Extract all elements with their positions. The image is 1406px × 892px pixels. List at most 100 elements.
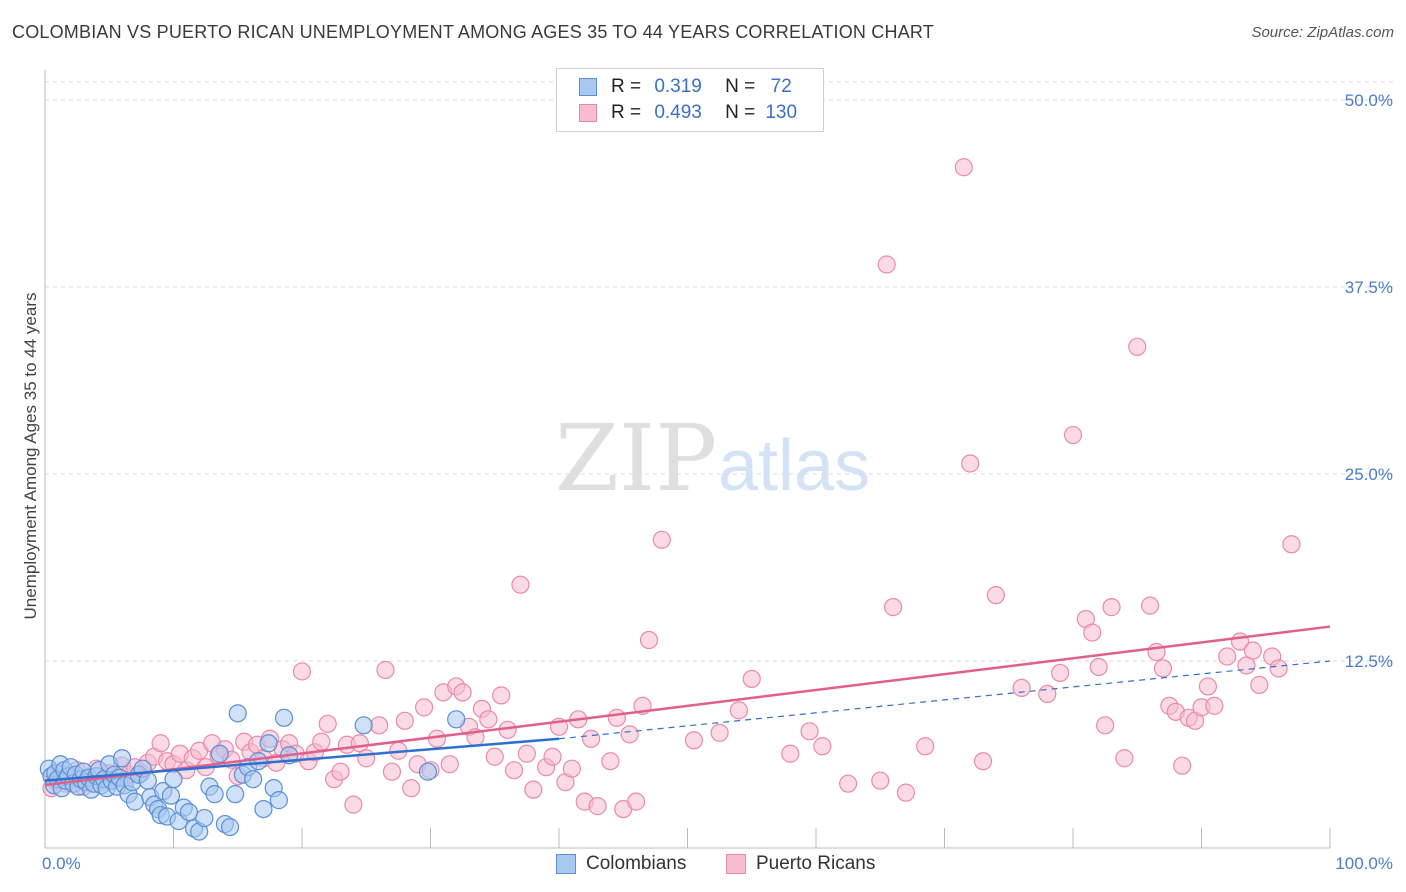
bottom-legend-colombians[interactable]: Colombians [556, 852, 686, 876]
puerto-ricans-point [292, 662, 312, 681]
bottom-legend-label: Puerto Ricans [756, 853, 876, 874]
puerto-ricans-point [781, 744, 800, 763]
puerto-ricans-point [601, 752, 620, 771]
legend-n-value: 130 [765, 102, 798, 123]
legend-r-label: R = [611, 76, 642, 97]
colombians-point [112, 749, 132, 768]
gridlines [45, 81, 1394, 662]
colombians-point [254, 799, 273, 819]
puerto-ricans-point [883, 598, 903, 617]
puerto-ricans-trend-line [44, 625, 1331, 787]
colombians-point [195, 808, 214, 828]
colombians-point [274, 708, 294, 727]
tick-labels: 12.5% 25.0% 37.5% 50.0% 0.0% 100.0% [42, 91, 1393, 873]
watermark-atlas: atlas [718, 426, 870, 506]
puerto-ricans-point [986, 586, 1006, 605]
puerto-ricans-point [1205, 696, 1224, 715]
puerto-ricans-point [1096, 716, 1115, 735]
puerto-ricans-point [357, 749, 376, 768]
puerto-ricans-point [331, 762, 350, 781]
puerto-ricans-point [639, 630, 659, 650]
puerto-ricans-point [626, 792, 646, 811]
puerto-ricans-point [479, 710, 498, 729]
puerto-ricans-point [517, 744, 536, 763]
puerto-ricans-point [1051, 663, 1070, 683]
puerto-ricans-point [800, 722, 819, 741]
puerto-ricans-point [370, 716, 389, 735]
colombians-point [164, 770, 183, 789]
x-tick-label: 0.0% [42, 854, 81, 873]
colombians-swatch [579, 78, 597, 96]
legend-r-value: 0.493 [654, 102, 702, 123]
puerto-ricans-point [961, 454, 980, 473]
axes [44, 70, 1331, 849]
puerto-ricans-point [1128, 337, 1147, 356]
puerto-ricans-point [916, 737, 935, 756]
puerto-ricans-point [440, 755, 459, 774]
puerto-ricans-point [1250, 675, 1269, 695]
legend-row-colombians: R = 0.319 N = 72 [579, 75, 807, 99]
y-tick-label: 50.0% [1345, 91, 1393, 110]
puerto-ricans-point [954, 158, 973, 177]
puerto-ricans-point [877, 255, 896, 274]
puerto-ricans-point [1173, 756, 1192, 775]
puerto-ricans-point [813, 737, 832, 756]
puerto-ricans-point [1153, 659, 1173, 678]
puerto-ricans-point [1243, 641, 1263, 660]
legend-n-label: N = [725, 102, 756, 123]
puerto-ricans-point [607, 708, 626, 727]
colombians-point [228, 704, 247, 723]
puerto-ricans-point [710, 723, 729, 742]
puerto-ricans-point [151, 734, 170, 753]
colombians-point [354, 716, 373, 735]
puerto-ricans-point [562, 759, 581, 778]
colombians-point [138, 771, 157, 790]
puerto-ricans-point [511, 575, 530, 594]
legend: R = 0.319 N = 72 R = 0.493 N = 130 [556, 68, 824, 132]
puerto-ricans-point [1012, 678, 1031, 698]
puerto-ricans-point [344, 795, 363, 814]
y-tick-label: 12.5% [1345, 652, 1393, 671]
puerto-ricans-point [652, 530, 671, 549]
puerto-ricans-point [1115, 749, 1134, 768]
colombians-trend-extension [558, 660, 1331, 740]
watermark: ZIP atlas [555, 405, 870, 512]
y-tick-label: 25.0% [1345, 465, 1393, 484]
y-tick-label: 37.5% [1345, 278, 1393, 297]
bottom-legend-label: Colombians [586, 853, 687, 874]
puerto-ricans-point [582, 729, 601, 748]
puerto-ricans-point [871, 771, 890, 790]
puerto-ricans-point [395, 711, 414, 730]
puerto-ricans-point [1063, 425, 1083, 445]
puerto-ricans-point [729, 701, 749, 720]
colombians-trend-line [44, 737, 560, 782]
colombians-point [210, 744, 229, 763]
legend-r-label: R = [611, 102, 642, 123]
puerto-ricans-point [492, 686, 511, 705]
chart-title: COLOMBIAN VS PUERTO RICAN UNEMPLOYMENT A… [12, 22, 934, 42]
puerto-ricans-point [402, 779, 421, 798]
puerto-ricans-point [1218, 647, 1237, 666]
legend-n-value: 72 [770, 76, 792, 97]
bottom-legend-puerto-ricans[interactable]: Puerto Ricans [726, 852, 875, 876]
puerto-ricans-point [839, 774, 858, 793]
puerto-ricans-point [620, 725, 639, 744]
puerto-ricans-point [973, 752, 993, 771]
puerto-ricans-swatch [726, 854, 746, 874]
puerto-ricans-point [453, 683, 472, 702]
colombians-point [244, 770, 263, 789]
puerto-ricans-point [382, 762, 402, 781]
puerto-ricans-point [896, 783, 916, 802]
colombians-point [249, 752, 268, 771]
puerto-ricans-point [414, 698, 434, 717]
colombians-point [269, 791, 288, 810]
colombians-point [447, 710, 466, 729]
puerto-ricans-point [1038, 684, 1057, 703]
source-credit: Source: ZipAtlas.com [1251, 24, 1394, 41]
puerto-ricans-point [485, 747, 504, 766]
legend-r-value: 0.319 [654, 76, 702, 97]
puerto-ricans-point [1282, 535, 1301, 554]
puerto-ricans-point [1198, 677, 1218, 696]
colombians-point [259, 734, 278, 753]
puerto-ricans-point [524, 780, 543, 799]
